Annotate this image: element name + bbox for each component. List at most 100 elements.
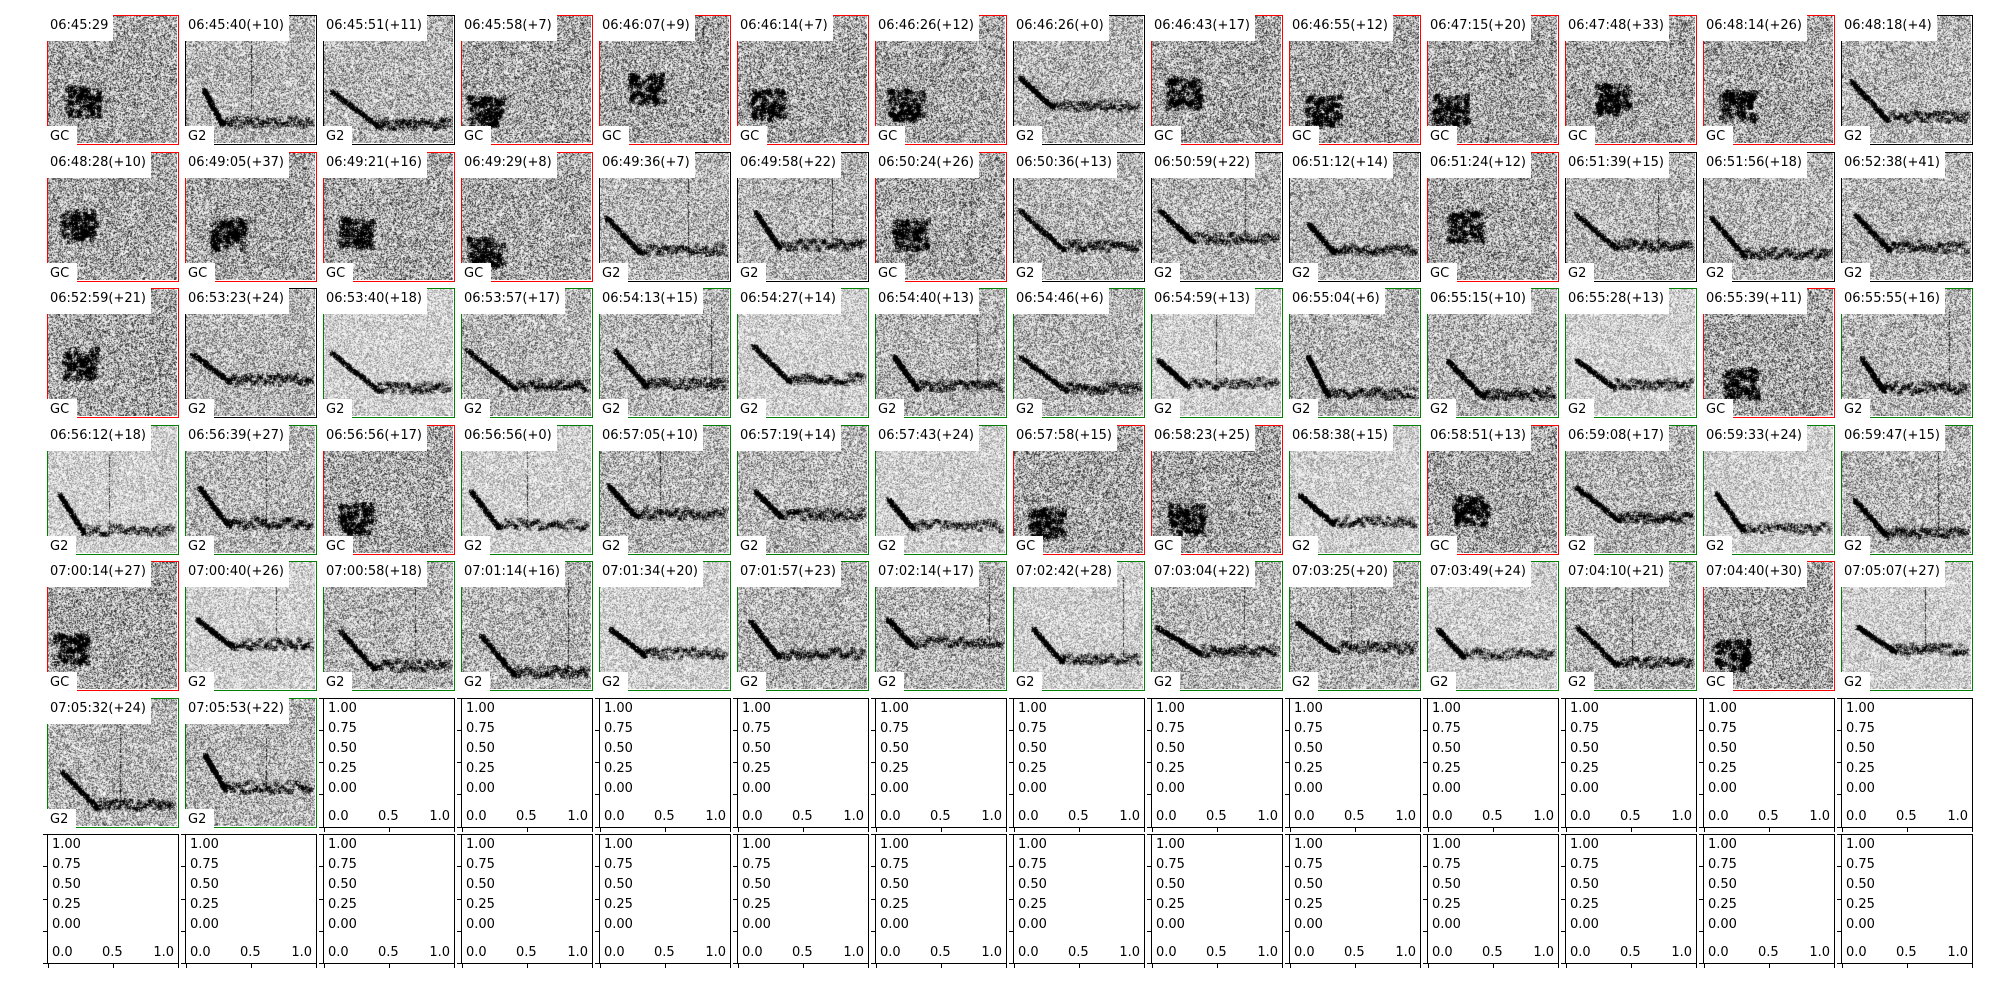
x-tick-mark (941, 827, 942, 832)
x-tick-label: 1.0 (1119, 945, 1140, 960)
x-tick-mark (527, 827, 528, 832)
x-tick-mark (389, 827, 390, 832)
panel-title: 06:45:40(+10) (183, 14, 289, 41)
panel-class-label: GC (321, 262, 354, 283)
empty-axes: 0.00 0.25 0.50 0.75 1.00 0.0 0.5 1.0 (595, 834, 731, 968)
y-tick-mark (1561, 826, 1565, 828)
x-tick-mark (876, 827, 877, 832)
empty-axes: 0.00 0.25 0.50 0.75 1.00 0.0 0.5 1.0 (1561, 834, 1697, 968)
panel-title: 06:55:55(+16) (1839, 287, 1945, 314)
spectrogram-panel: 07:03:04(+22) G2 (1149, 560, 1283, 692)
y-tick-label: 1.00 (328, 700, 357, 716)
panel-class-label: GC (183, 262, 216, 283)
x-tick-mark (1566, 827, 1567, 832)
y-tick-label: 0.50 (1432, 877, 1461, 892)
y-tick-label: 0.75 (466, 857, 495, 872)
y-tick-label: 0.75 (1156, 857, 1185, 872)
spectrogram-panel: 06:49:58(+22) G2 (735, 150, 869, 283)
panel-class-label: G2 (735, 535, 767, 556)
panel-title: 06:54:40(+13) (873, 287, 979, 314)
x-tick-mark (1217, 827, 1218, 832)
x-tick-label: 1.0 (567, 945, 588, 960)
y-tick-label: 0.50 (1432, 740, 1461, 756)
panel-class-label: G2 (873, 399, 905, 419)
y-tick-label: 0.75 (1846, 857, 1875, 872)
y-tick-label: 0.50 (1708, 740, 1737, 756)
y-tick-label: 0.50 (742, 740, 771, 756)
y-tick-mark (1009, 729, 1013, 731)
panel-class-label: GC (45, 399, 78, 419)
x-tick-mark (1282, 964, 1283, 968)
y-tick-label: 0.00 (1294, 917, 1323, 932)
y-tick-label: 0.75 (328, 857, 357, 872)
y-tick-label: 0.50 (466, 740, 495, 756)
spectrogram-panel: 06:51:56(+18) G2 (1701, 150, 1835, 283)
y-tick-mark (733, 697, 737, 699)
y-tick-label: 0.50 (1294, 740, 1323, 756)
x-tick-label: 0.5 (1482, 945, 1503, 960)
panel-class-label: G2 (735, 262, 767, 283)
panel-title: 06:59:33(+24) (1701, 423, 1807, 451)
y-tick-mark (1837, 762, 1841, 763)
y-tick-label: 0.00 (466, 780, 495, 796)
y-tick-mark (1699, 898, 1703, 900)
spectrogram-panel: 07:00:58(+18) G2 (321, 560, 455, 692)
x-tick-mark (1834, 827, 1835, 832)
y-tick-mark (595, 834, 599, 835)
panel-class-label: G2 (1563, 399, 1595, 419)
x-tick-label: 0.5 (1758, 945, 1779, 960)
x-tick-label: 0.0 (1708, 808, 1729, 824)
y-tick-mark (1423, 866, 1427, 868)
x-tick-label: 0.5 (1344, 945, 1365, 960)
x-tick-label: 0.0 (466, 808, 487, 824)
spectrogram-panel: 06:46:26(+12) GC (873, 14, 1007, 146)
panel-class-label: GC (1701, 126, 1734, 146)
y-tick-mark (1009, 930, 1013, 932)
y-tick-label: 0.75 (1156, 720, 1185, 736)
y-tick-label: 0.75 (52, 857, 81, 872)
spectrogram-panel: 07:01:14(+16) G2 (459, 560, 593, 692)
y-tick-label: 0.00 (742, 917, 771, 932)
spectrogram-panel: 06:50:36(+13) G2 (1011, 150, 1145, 283)
panel-title: 06:49:58(+22) (735, 150, 841, 178)
y-tick-mark (1423, 826, 1427, 828)
panel-title: 07:04:10(+21) (1563, 560, 1669, 587)
y-tick-label: 1.00 (604, 837, 633, 852)
y-tick-mark (457, 866, 461, 868)
panel-class-label: GC (1425, 535, 1458, 556)
y-tick-label: 0.50 (1846, 740, 1875, 756)
x-tick-label: 0.0 (604, 808, 625, 824)
x-tick-label: 0.5 (792, 808, 813, 824)
x-tick-mark (600, 827, 601, 832)
y-tick-label: 0.00 (880, 780, 909, 796)
panel-class-label: GC (735, 126, 768, 146)
spectrogram-panel: 06:45:40(+10) G2 (183, 14, 317, 146)
panel-title: 06:45:51(+11) (321, 14, 427, 41)
panel-title: 07:01:57(+23) (735, 560, 841, 587)
y-tick-mark (1009, 963, 1013, 964)
y-tick-label: 0.25 (1846, 897, 1875, 912)
x-tick-label: 0.0 (1708, 945, 1729, 960)
y-tick-mark (1147, 697, 1151, 699)
spectrogram-panel: 06:54:46(+6) G2 (1011, 287, 1145, 419)
y-tick-mark (1699, 834, 1703, 835)
x-tick-mark (113, 964, 114, 968)
panel-title: 06:46:55(+12) (1287, 14, 1393, 41)
panel-class-label: GC (873, 262, 906, 283)
spectrogram-panel: 06:59:08(+17) G2 (1563, 423, 1697, 556)
y-tick-mark (1837, 826, 1841, 828)
x-tick-mark (1907, 964, 1908, 968)
x-tick-label: 1.0 (1809, 808, 1830, 824)
y-tick-mark (1147, 794, 1151, 796)
y-tick-label: 0.50 (190, 877, 219, 892)
empty-axes: 0.00 0.25 0.50 0.75 1.00 0.0 0.5 1.0 (181, 834, 317, 968)
x-tick-label: 0.0 (466, 945, 487, 960)
panel-title: 06:48:18(+4) (1839, 14, 1937, 41)
spectrogram-panel: 06:54:27(+14) G2 (735, 287, 869, 419)
x-tick-mark (462, 964, 463, 968)
y-tick-mark (595, 697, 599, 699)
panel-title: 07:01:14(+16) (459, 560, 565, 587)
y-tick-mark (871, 963, 875, 964)
y-tick-mark (871, 826, 875, 828)
panel-class-label: G2 (183, 126, 215, 146)
